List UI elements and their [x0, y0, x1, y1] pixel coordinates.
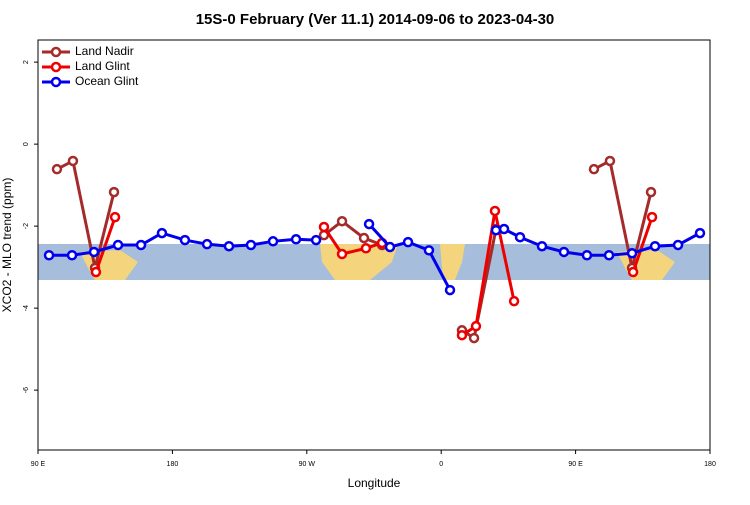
data-point [51, 163, 63, 175]
x-axis-label: Longitude [348, 476, 401, 490]
data-point [588, 163, 600, 175]
data-point [603, 250, 615, 261]
data-point [536, 240, 548, 252]
data-point [498, 223, 510, 235]
x-tick-label: 0 [439, 461, 443, 468]
legend-marker [50, 61, 62, 73]
data-point [490, 224, 502, 236]
data-point [626, 247, 638, 259]
legend-label: Ocean Glint [75, 74, 139, 88]
data-point [336, 248, 348, 260]
data-point [358, 232, 370, 244]
data-point [646, 211, 658, 223]
y-axis-label: XCO2 - MLO trend (ppm) [0, 178, 14, 313]
data-point [318, 221, 330, 233]
data-point [363, 218, 375, 230]
data-point [581, 250, 593, 261]
legend-label: Land Nadir [75, 44, 134, 58]
data-point [444, 284, 456, 296]
data-point [384, 241, 396, 253]
data-point [201, 238, 213, 250]
x-tick-label: 180 [704, 461, 716, 468]
data-point [558, 246, 570, 258]
data-point [108, 186, 120, 198]
data-point [649, 240, 661, 252]
data-point [179, 234, 191, 246]
x-tick-label: 180 [167, 461, 179, 468]
y-tick-label: -6 [23, 387, 30, 393]
x-tick-label: 90 W [299, 461, 316, 468]
data-point [290, 234, 302, 245]
data-point [112, 239, 124, 251]
data-point [489, 205, 501, 217]
data-point [508, 295, 520, 307]
y-tick-label: -2 [23, 223, 30, 229]
y-tick-label: 2 [23, 60, 30, 64]
data-point [66, 250, 78, 261]
data-point [156, 227, 168, 239]
data-point [627, 266, 639, 278]
data-point [135, 239, 147, 251]
data-point [514, 231, 526, 243]
x-tick-label: 90 E [31, 461, 46, 468]
data-point [456, 329, 468, 341]
data-point [67, 155, 79, 167]
legend-marker [50, 76, 62, 88]
y-tick-label: 0 [23, 142, 30, 146]
x-tick-label: 90 E [568, 461, 583, 468]
plot-frame [37, 39, 711, 451]
data-point [267, 236, 279, 247]
series-line [94, 210, 654, 337]
data-point [360, 243, 372, 254]
data-point [245, 239, 257, 251]
data-point [402, 236, 414, 248]
data-point [470, 320, 482, 332]
data-point [109, 211, 121, 223]
chart-title: 15S-0 February (Ver 11.1) 2014-09-06 to … [196, 11, 555, 28]
series-line [56, 158, 653, 341]
data-point [645, 186, 657, 198]
legend-marker [50, 46, 62, 58]
data-point [223, 240, 235, 252]
data-point [468, 332, 480, 344]
data-point [310, 234, 322, 246]
data-point [88, 246, 100, 258]
data-point [43, 250, 55, 261]
data-point [423, 245, 435, 256]
legend-label: Land Glint [75, 59, 130, 73]
data-point [336, 215, 348, 227]
data-point [90, 266, 102, 278]
data-point [604, 155, 616, 167]
y-tick-label: -4 [23, 305, 30, 311]
data-point [672, 239, 684, 251]
data-point [694, 227, 706, 239]
